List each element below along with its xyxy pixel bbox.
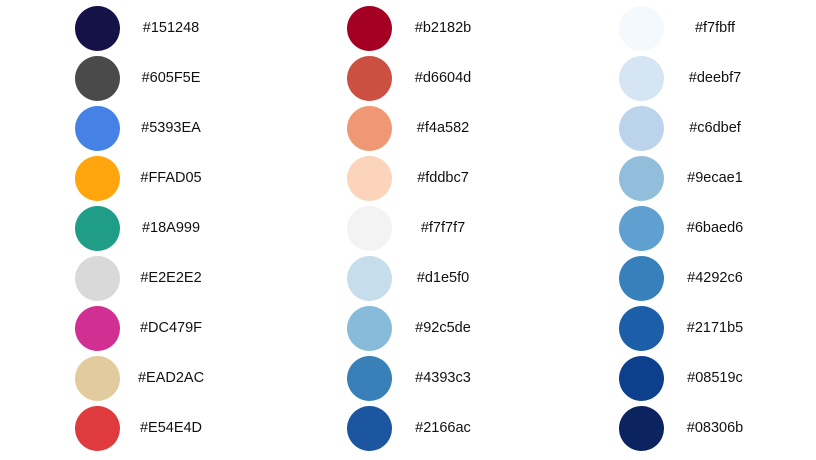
- color-swatch: [619, 356, 664, 401]
- color-swatch: [75, 156, 120, 201]
- color-swatch: [347, 356, 392, 401]
- swatch-row: #d6604d: [272, 53, 544, 103]
- color-swatch: [347, 156, 392, 201]
- hex-code-label: #EAD2AC: [137, 370, 205, 386]
- hex-code-label: #E54E4D: [139, 420, 203, 436]
- color-swatch: [347, 206, 392, 251]
- color-swatch: [75, 206, 120, 251]
- hex-code-label: #151248: [142, 20, 200, 36]
- hex-code-label: #18A999: [141, 220, 201, 236]
- swatch-row: #2166ac: [272, 403, 544, 453]
- swatch-row: #4393c3: [272, 353, 544, 403]
- hex-code-label: #6baed6: [686, 220, 744, 236]
- swatch-row: #18A999: [0, 203, 272, 253]
- hex-code-label: #5393EA: [141, 120, 201, 136]
- hex-code-label: #E2E2E2: [140, 270, 202, 286]
- color-swatch: [75, 6, 120, 51]
- swatch-row: #E54E4D: [0, 403, 272, 453]
- color-swatch: [619, 256, 664, 301]
- swatch-row: #c6dbef: [544, 103, 816, 153]
- swatch-row: #E2E2E2: [0, 253, 272, 303]
- color-swatch: [75, 56, 120, 101]
- color-swatch: [75, 256, 120, 301]
- hex-code-label: #d6604d: [414, 70, 472, 86]
- hex-code-label: #c6dbef: [689, 120, 741, 136]
- hex-code-label: #08306b: [686, 420, 744, 436]
- hex-code-label: #4393c3: [415, 370, 471, 386]
- swatch-row: #151248: [0, 3, 272, 53]
- hex-code-label: #FFAD05: [140, 170, 202, 186]
- swatch-row: #5393EA: [0, 103, 272, 153]
- swatch-row: #f7f7f7: [272, 203, 544, 253]
- swatch-row: #d1e5f0: [272, 253, 544, 303]
- hex-code-label: #4292c6: [687, 270, 743, 286]
- swatch-row: #08519c: [544, 353, 816, 403]
- hex-code-label: #fddbc7: [417, 170, 469, 186]
- color-swatch: [619, 156, 664, 201]
- hex-code-label: #605F5E: [141, 70, 201, 86]
- palette-column-1: #151248 #605F5E #5393EA #FFAD05 #18A999 #E2E2…: [0, 0, 272, 460]
- color-swatch: [75, 106, 120, 151]
- swatch-row: #9ecae1: [544, 153, 816, 203]
- color-swatch: [347, 106, 392, 151]
- hex-code-label: #f4a582: [416, 120, 470, 136]
- hex-code-label: #DC479F: [139, 320, 203, 336]
- swatch-row: #6baed6: [544, 203, 816, 253]
- swatch-row: #FFAD05: [0, 153, 272, 203]
- hex-code-label: #f7fbff: [694, 20, 736, 36]
- hex-code-label: #08519c: [687, 370, 743, 386]
- color-swatch: [347, 6, 392, 51]
- swatch-row: #EAD2AC: [0, 353, 272, 403]
- hex-code-label: #f7f7f7: [420, 220, 466, 236]
- color-swatch: [75, 406, 120, 451]
- color-swatch: [619, 56, 664, 101]
- hex-code-label: #d1e5f0: [416, 270, 470, 286]
- hex-code-label: #b2182b: [414, 20, 472, 36]
- color-swatch: [619, 106, 664, 151]
- swatch-row: #08306b: [544, 403, 816, 453]
- swatch-row: #fddbc7: [272, 153, 544, 203]
- swatch-row: #4292c6: [544, 253, 816, 303]
- color-swatch: [347, 256, 392, 301]
- swatch-row: #deebf7: [544, 53, 816, 103]
- swatch-row: #2171b5: [544, 303, 816, 353]
- hex-code-label: #92c5de: [415, 320, 471, 336]
- swatch-row: #b2182b: [272, 3, 544, 53]
- swatch-row: #f7fbff: [544, 3, 816, 53]
- color-swatch: [619, 206, 664, 251]
- swatch-row: #92c5de: [272, 303, 544, 353]
- color-swatch: [619, 306, 664, 351]
- hex-code-label: #9ecae1: [687, 170, 743, 186]
- swatch-row: #DC479F: [0, 303, 272, 353]
- hex-code-label: #2166ac: [415, 420, 471, 436]
- hex-code-label: #deebf7: [688, 70, 742, 86]
- swatch-row: #605F5E: [0, 53, 272, 103]
- color-swatch: [75, 306, 120, 351]
- palette-column-3: #f7fbff #deebf7 #c6dbef #9ecae1 #6baed6 #4292…: [544, 0, 816, 460]
- palette-column-2: #b2182b #d6604d #f4a582 #fddbc7 #f7f7f7 #d1e5…: [272, 0, 544, 460]
- color-swatch: [347, 406, 392, 451]
- color-swatch: [75, 356, 120, 401]
- color-swatch: [347, 56, 392, 101]
- swatch-row: #f4a582: [272, 103, 544, 153]
- color-swatch: [619, 6, 664, 51]
- color-swatch: [347, 306, 392, 351]
- hex-code-label: #2171b5: [686, 320, 744, 336]
- color-swatch: [619, 406, 664, 451]
